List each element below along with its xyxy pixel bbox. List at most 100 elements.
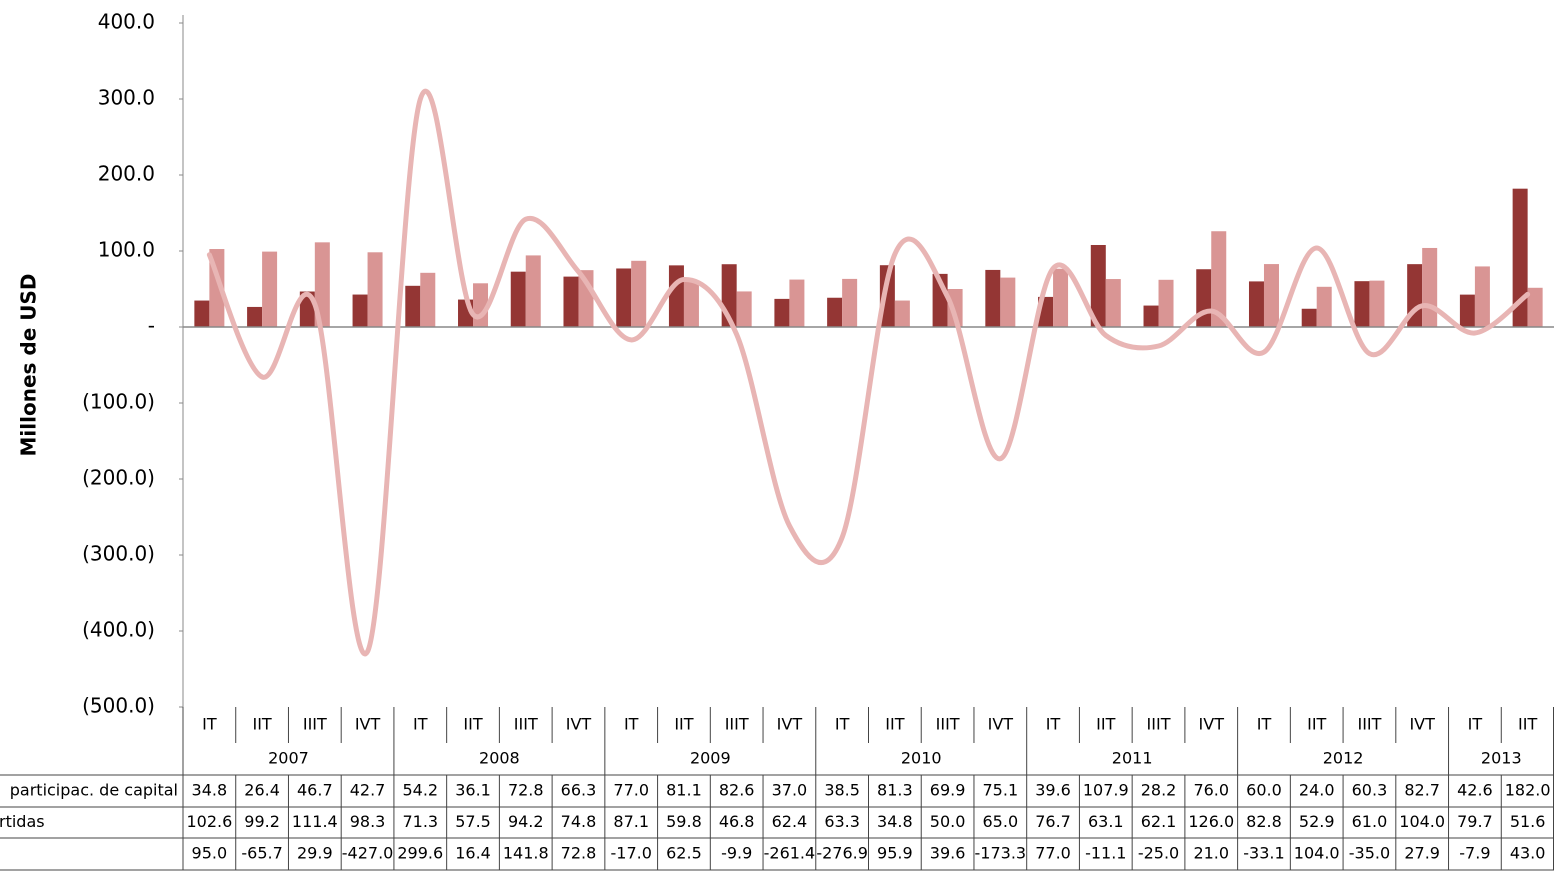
bar [616,268,632,327]
bar [842,278,858,327]
data-label: 99.2 [244,812,280,831]
bar [563,276,579,327]
x-tick-label: IT [1468,715,1483,734]
y-tick-label: - [148,314,155,338]
data-label: 43.0 [1510,844,1546,863]
x-group-label: 2009 [690,749,731,768]
data-label: -17.0 [611,844,652,863]
data-label: 60.3 [1352,781,1388,800]
bar [985,269,1001,327]
data-label: 182.0 [1505,781,1551,800]
data-label: 63.3 [824,812,860,831]
data-label: 61.0 [1352,812,1388,831]
data-label: 72.8 [561,844,597,863]
bar [525,255,541,327]
data-label: -25.0 [1138,844,1179,863]
data-label: -427.0 [342,844,394,863]
data-label: 46.8 [719,812,755,831]
data-label: 54.2 [402,781,438,800]
y-tick-label: 300.0 [98,86,155,110]
data-label: 28.2 [1141,781,1177,800]
data-label: 36.1 [455,781,491,800]
data-label: 50.0 [930,812,966,831]
data-label: -9.9 [721,844,752,863]
bar [1527,287,1543,327]
bar [510,271,526,327]
y-tick-label: 200.0 [98,162,155,186]
data-label: 62.1 [1141,812,1177,831]
x-group-label: 2011 [1112,749,1153,768]
y-tick-label: (300.0) [82,542,155,566]
x-tick-label: IIT [1307,715,1326,734]
data-label: 76.7 [1035,812,1071,831]
x-group-label: 2012 [1323,749,1364,768]
data-label: 26.4 [244,781,280,800]
data-label: 299.6 [397,844,443,863]
bar [1090,244,1106,327]
data-label: 82.6 [719,781,755,800]
data-label: 74.8 [561,812,597,831]
x-tick-label: IIIT [1357,715,1381,734]
bar [1422,247,1438,327]
y-tick-label: 400.0 [98,10,155,34]
x-tick-label: IIT [1096,715,1115,734]
bar [1301,308,1317,327]
data-label: 98.3 [350,812,386,831]
data-label: -11.1 [1085,844,1126,863]
bar [1158,279,1174,327]
data-label: 63.1 [1088,812,1124,831]
bar [1196,269,1212,327]
bar [1459,294,1475,327]
x-tick-label: IT [624,715,639,734]
data-label: 46.7 [297,781,333,800]
bar [194,300,210,327]
x-group-label: 2007 [268,749,309,768]
data-label: -33.1 [1243,844,1284,863]
x-tick-label: IIIT [514,715,538,734]
bar [1316,286,1332,327]
data-label: 42.6 [1457,781,1493,800]
bar [789,279,805,327]
data-label: 42.7 [350,781,386,800]
data-label: -261.4 [764,844,816,863]
x-tick-label: IVT [566,715,592,734]
data-label: 39.6 [1035,781,1071,800]
bar [1000,277,1016,327]
data-label: 71.3 [402,812,438,831]
data-label: 81.3 [877,781,913,800]
bar [1211,231,1227,327]
data-label: 62.5 [666,844,702,863]
data-label: 65.0 [983,812,1019,831]
data-label: 94.2 [508,812,544,831]
bar [1263,264,1279,327]
x-tick-label: IIT [885,715,904,734]
bar [262,251,278,327]
x-tick-label: IT [413,715,428,734]
bar [247,306,263,327]
data-label: -65.7 [241,844,282,863]
legend-label: rtidas [0,812,45,831]
data-label: 79.7 [1457,812,1493,831]
x-group-label: 2008 [479,749,520,768]
x-tick-label: IT [1257,715,1272,734]
x-tick-label: IIT [674,715,693,734]
data-label: 87.1 [613,812,649,831]
y-tick-label: (100.0) [82,390,155,414]
data-label: 102.6 [186,812,232,831]
data-label: 21.0 [1193,844,1229,863]
data-label: 27.9 [1404,844,1440,863]
bar [827,297,843,327]
data-label: 37.0 [772,781,808,800]
data-label: 34.8 [877,812,913,831]
bar [367,252,383,327]
data-label: 51.6 [1510,812,1546,831]
data-label: -276.9 [816,844,868,863]
x-tick-label: IVT [1409,715,1435,734]
y-tick-label: (200.0) [82,466,155,490]
bar [1474,266,1490,327]
data-label: 75.1 [983,781,1019,800]
data-label: 16.4 [455,844,491,863]
data-label: 69.9 [930,781,966,800]
data-label: 34.8 [192,781,228,800]
data-label: 104.0 [1294,844,1340,863]
